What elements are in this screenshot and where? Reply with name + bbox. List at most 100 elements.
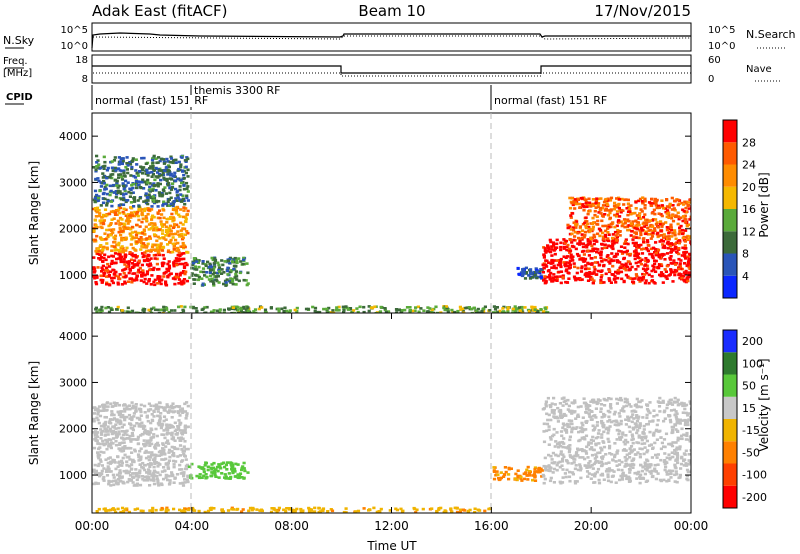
freq-panel: Freq. [MHz] 18 8 60 0 Nave bbox=[3, 54, 781, 85]
velocity-echo-cell bbox=[164, 418, 168, 421]
velocity-echo-cell bbox=[453, 506, 457, 510]
power-echo-cell bbox=[103, 253, 107, 257]
power-echo-cell bbox=[578, 206, 582, 209]
velocity-echo-cell bbox=[134, 403, 138, 406]
velocity-echo-cell bbox=[109, 484, 113, 487]
power-echo-cell bbox=[182, 177, 186, 180]
power-echo-cell bbox=[212, 284, 216, 287]
power-echo-cell bbox=[162, 162, 166, 165]
velocity-echo-cell bbox=[177, 427, 181, 430]
power-echo-cell bbox=[327, 306, 331, 310]
power-echo-cell bbox=[590, 277, 594, 281]
power-echo-cell bbox=[246, 271, 250, 275]
power-echo-cell bbox=[639, 262, 643, 266]
power-echo-cell bbox=[276, 307, 280, 311]
power-echo-cell bbox=[649, 247, 653, 251]
power-echo-cell bbox=[151, 157, 155, 160]
power-echo-cell bbox=[588, 239, 592, 242]
power-echo-cell bbox=[124, 192, 128, 196]
power-echo-cell bbox=[518, 309, 522, 312]
power-echo-cell bbox=[572, 228, 576, 232]
power-echo-cell bbox=[630, 265, 634, 269]
power-echo-cell bbox=[125, 168, 129, 171]
velocity-echo-cell bbox=[595, 455, 599, 459]
velocity-echo-cell bbox=[614, 419, 618, 423]
power-echo-cell bbox=[654, 218, 658, 221]
power-echo-cell bbox=[659, 213, 663, 216]
velocity-echo-cell bbox=[430, 507, 434, 510]
power-echo-cell bbox=[174, 211, 179, 214]
velocity-echo-cell bbox=[299, 507, 303, 511]
power-echo-cell bbox=[179, 165, 183, 169]
power-echo-cell bbox=[592, 247, 596, 250]
power-echo-cell bbox=[126, 164, 130, 167]
velocity-echo-cell bbox=[126, 480, 130, 484]
power-echo-cell bbox=[124, 200, 128, 204]
power-echo-cell bbox=[572, 275, 577, 279]
velocity-echo-cell bbox=[629, 405, 633, 408]
velocity-echo-cell bbox=[220, 509, 224, 513]
velocity-echo-cell bbox=[158, 473, 162, 477]
velocity-echo-cell bbox=[139, 455, 143, 459]
power-echo-cell bbox=[646, 267, 650, 271]
power-echo-cell bbox=[201, 307, 205, 311]
power-echo-cell bbox=[637, 223, 641, 227]
power-echo-cell bbox=[142, 310, 146, 313]
velocity-echo-cell bbox=[624, 459, 628, 462]
velocity-echo-cell bbox=[183, 478, 187, 481]
power-echo-cell bbox=[661, 222, 665, 226]
power-echo-cell bbox=[101, 264, 105, 268]
power-echo-cell bbox=[117, 156, 121, 159]
power-echo-cell bbox=[651, 231, 655, 235]
power-echo-cell bbox=[658, 223, 662, 226]
power-echo-cell bbox=[551, 259, 555, 263]
power-echo-cell bbox=[631, 277, 635, 281]
power-echo-cell bbox=[355, 307, 359, 310]
power-echo-cell bbox=[130, 262, 135, 265]
power-echo-cell bbox=[545, 265, 549, 268]
power-echo-cell bbox=[147, 278, 151, 281]
velocity-echo-cell bbox=[594, 442, 598, 446]
velocity-echo-cell bbox=[368, 508, 372, 512]
power-echo-cell bbox=[623, 220, 627, 223]
power-echo-cell bbox=[502, 310, 506, 313]
velocity-echo-cell bbox=[145, 441, 149, 445]
power-echo-cell bbox=[552, 244, 556, 247]
power-echo-cell bbox=[172, 218, 176, 222]
power-echo-cell bbox=[172, 245, 176, 248]
velocity-echo-cell bbox=[241, 508, 245, 511]
velocity-echo-cell bbox=[631, 413, 635, 416]
power-echo-cell bbox=[180, 232, 184, 236]
power-echo-cell bbox=[106, 235, 110, 239]
power-echo-cell bbox=[193, 267, 197, 271]
power-echo-cell bbox=[520, 308, 524, 312]
power-echo-cell bbox=[120, 169, 124, 173]
velocity-echo-cell bbox=[167, 432, 171, 435]
velocity-echo-cell bbox=[172, 459, 176, 463]
power-echo-cell bbox=[592, 233, 596, 237]
velocity-echo-cell bbox=[582, 428, 586, 432]
velocity-echo-cell bbox=[135, 478, 139, 482]
velocity-echo-cell bbox=[593, 475, 597, 478]
velocity-echo-cell bbox=[213, 471, 217, 475]
power-echo-cell bbox=[617, 219, 621, 222]
power-echo-cell bbox=[102, 222, 106, 226]
power-echo-cell bbox=[175, 263, 179, 267]
power-echo-cell bbox=[544, 280, 548, 283]
power-echo-cell bbox=[562, 245, 566, 249]
power-echo-cell bbox=[628, 207, 632, 211]
power-echo-cell bbox=[517, 272, 521, 276]
velocity-echo-cell bbox=[631, 458, 635, 462]
power-echo-cell bbox=[653, 262, 657, 266]
velocity-echo-cell bbox=[599, 403, 604, 406]
power-echo-cell bbox=[143, 245, 147, 249]
velocity-echo-cell bbox=[652, 409, 656, 412]
power-echo-cell bbox=[550, 254, 554, 257]
velocity-echo-cell bbox=[533, 468, 537, 471]
power-echo-cell bbox=[154, 253, 158, 257]
power-echo-cell bbox=[658, 273, 662, 277]
velocity-echo-cell bbox=[108, 427, 112, 431]
nave-trace bbox=[93, 72, 691, 77]
velocity-echo-cell bbox=[96, 418, 100, 422]
power-echo-cell bbox=[682, 210, 686, 213]
